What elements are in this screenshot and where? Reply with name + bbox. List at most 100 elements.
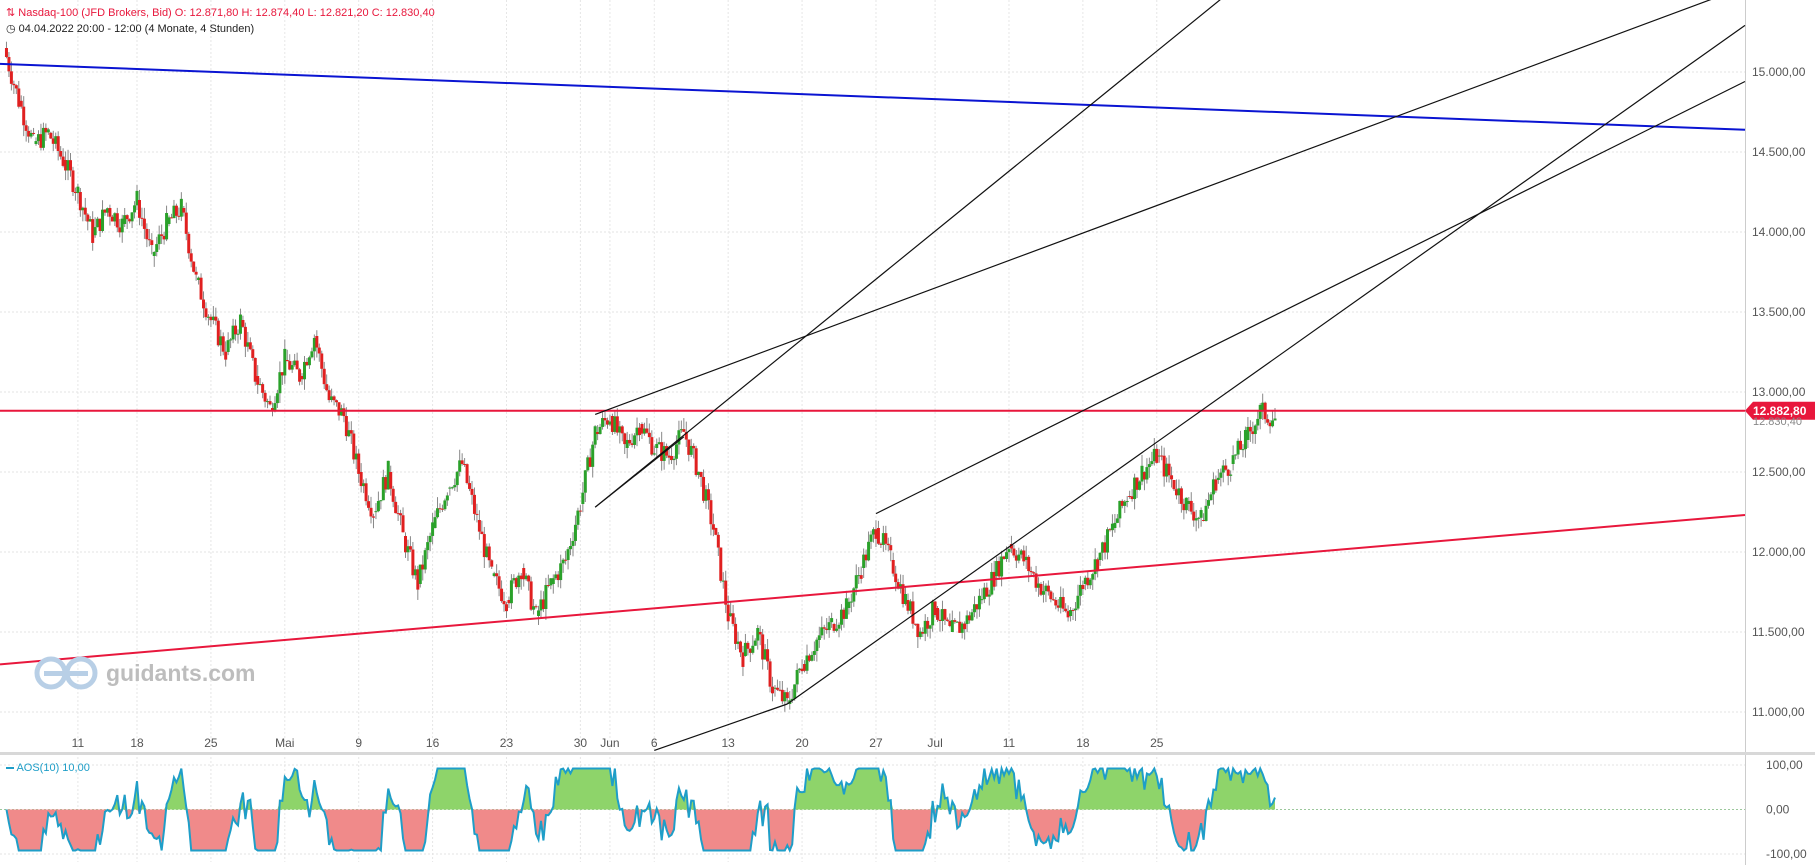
candle-body <box>544 585 548 610</box>
trendline-blue-resistance[interactable] <box>0 62 1746 131</box>
candle-body <box>541 599 545 610</box>
candle-body <box>975 604 979 610</box>
candle-body <box>49 132 53 139</box>
candle-body <box>990 571 994 595</box>
candle-body <box>1056 605 1060 608</box>
channel-line[interactable] <box>594 0 1745 415</box>
candle-body <box>1096 559 1100 571</box>
candle-body <box>522 568 526 580</box>
candle-body <box>1088 579 1092 586</box>
candle-body <box>719 547 723 581</box>
candle-body <box>1172 480 1176 490</box>
candle-body <box>1187 500 1191 504</box>
candle-body <box>1130 496 1134 500</box>
channel-line[interactable] <box>654 703 788 751</box>
trendline-red-support[interactable] <box>0 513 1746 666</box>
candle-body <box>142 218 146 229</box>
candle-body <box>625 439 629 448</box>
candle-body <box>83 207 87 215</box>
candle-body <box>615 416 619 433</box>
candle-body <box>864 554 868 561</box>
candle-body <box>123 215 127 224</box>
candle-body <box>815 639 819 652</box>
candle-body <box>1239 440 1243 450</box>
candle-body <box>115 213 119 228</box>
candle-body <box>628 439 632 444</box>
candle-body <box>839 609 843 625</box>
channel-line[interactable] <box>875 80 1746 515</box>
candle-body <box>110 216 114 222</box>
candle-body <box>1027 556 1031 572</box>
candle-body <box>699 472 703 477</box>
candle-body <box>199 277 203 300</box>
candle-body <box>820 627 824 636</box>
candle-body <box>660 442 664 461</box>
candle-body <box>174 205 178 216</box>
candle-body <box>1150 461 1154 465</box>
candle-body <box>101 209 105 231</box>
candle-body <box>36 134 40 142</box>
candle-body <box>492 573 496 576</box>
watermark-text: guidants.com <box>106 659 256 686</box>
channel-line[interactable] <box>594 436 685 508</box>
candle-body <box>918 631 922 638</box>
candle-body <box>977 595 981 610</box>
candle-body <box>869 534 873 542</box>
candle-body <box>881 533 885 545</box>
candle-body <box>573 524 577 541</box>
candle-body <box>704 489 708 501</box>
candle-body <box>1061 596 1065 609</box>
candle-body <box>335 400 339 403</box>
candle-body <box>1167 463 1171 476</box>
x-tick-label: 11 <box>72 736 85 750</box>
candle-body <box>59 151 63 157</box>
candle-body <box>413 569 417 576</box>
candle-body <box>1073 608 1077 611</box>
candle-body <box>793 684 797 699</box>
candle-body <box>692 445 696 449</box>
candle-body <box>761 634 765 660</box>
candle-body <box>812 651 816 655</box>
candle-body <box>270 408 274 412</box>
candle-body <box>817 635 821 640</box>
candle-body <box>581 492 585 504</box>
candle-body <box>1258 404 1262 419</box>
candle-body <box>152 252 156 256</box>
x-tick-label: 6 <box>651 736 658 750</box>
panel-divider[interactable] <box>0 752 1815 755</box>
channel-line[interactable] <box>786 24 1746 705</box>
candle-body <box>71 170 75 192</box>
candle-body <box>1069 610 1073 616</box>
candle-body <box>771 686 775 694</box>
candle-body <box>1115 518 1119 523</box>
candle-body <box>450 487 454 489</box>
candle-body <box>433 517 437 528</box>
candle-body <box>635 427 639 436</box>
candle-body <box>219 336 223 346</box>
candle-body <box>130 212 134 222</box>
candle-body <box>726 604 730 622</box>
candle-body <box>1157 455 1161 457</box>
candle-body <box>874 529 878 539</box>
candle-body <box>1273 418 1277 421</box>
candle-body <box>56 136 60 152</box>
x-tick-label: Mai <box>275 736 294 750</box>
candle-body <box>711 524 715 530</box>
candle-body <box>14 85 18 89</box>
candle-body <box>734 623 738 644</box>
candle-body <box>995 561 999 576</box>
candle-body <box>436 508 440 518</box>
candle-body <box>396 513 400 515</box>
candle-body <box>307 357 311 366</box>
range-info: ◷ 04.04.2022 20:00 - 12:00 (4 Monate, 4 … <box>6 22 254 35</box>
x-tick-label: 18 <box>1076 736 1090 750</box>
candle-body <box>1083 577 1087 584</box>
candle-body <box>1120 500 1124 506</box>
candle-body <box>275 393 279 404</box>
candle-body <box>943 609 947 620</box>
candle-body <box>842 609 846 619</box>
candle-body <box>1138 481 1142 490</box>
channel-line[interactable] <box>594 0 1745 508</box>
candle-body <box>608 421 612 425</box>
